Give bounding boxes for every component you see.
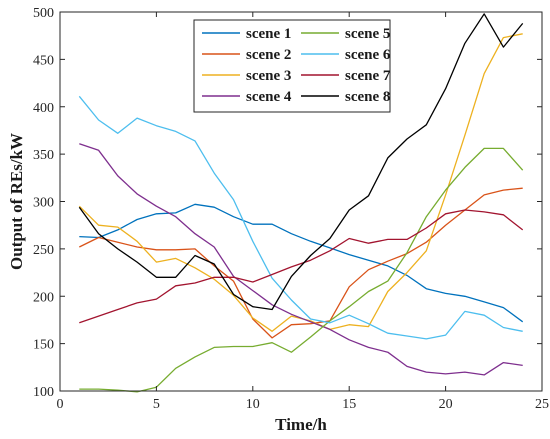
legend-label-4: scene 4 bbox=[246, 89, 292, 105]
legend-label-1: scene 1 bbox=[246, 26, 291, 42]
series-line-2 bbox=[79, 187, 523, 339]
y-tick-label: 300 bbox=[33, 196, 54, 211]
legend-label-7: scene 7 bbox=[345, 68, 391, 84]
y-axis-label: Output of REs/kW bbox=[7, 133, 26, 270]
series-layer bbox=[78, 13, 524, 393]
y-tick-label: 250 bbox=[33, 243, 54, 258]
y-tick-label: 200 bbox=[33, 290, 54, 305]
y-tick-label: 350 bbox=[33, 148, 54, 163]
x-tick-label: 20 bbox=[439, 397, 453, 412]
legend: scene 1 scene 2 scene 3 scene 4 scene 5 scene… bbox=[193, 19, 391, 113]
legend-label-5: scene 5 bbox=[345, 26, 390, 42]
legend-label-2: scene 2 bbox=[246, 47, 291, 63]
legend-label-6: scene 6 bbox=[345, 47, 391, 63]
y-tick-label: 500 bbox=[33, 6, 54, 21]
series-line-8 bbox=[78, 13, 524, 311]
x-tick-label: 25 bbox=[535, 397, 549, 412]
y-tick-label: 400 bbox=[33, 101, 54, 116]
legend-label-3: scene 3 bbox=[246, 68, 291, 84]
y-tick-label: 450 bbox=[33, 53, 54, 68]
y-tick-label: 150 bbox=[33, 338, 54, 353]
y-tick-label: 100 bbox=[33, 385, 54, 400]
x-axis-label: Time/h bbox=[275, 415, 327, 434]
x-tick-label: 0 bbox=[57, 397, 64, 412]
tick-layer: 0 5 10 15 20 25 100 150 200 250 300 350 400 450 500 bbox=[33, 6, 549, 412]
legend-label-8: scene 8 bbox=[345, 89, 390, 105]
series-line-5 bbox=[79, 147, 524, 393]
x-tick-label: 5 bbox=[153, 397, 160, 412]
x-tick-label: 10 bbox=[246, 397, 260, 412]
series-line-4 bbox=[79, 143, 523, 376]
x-tick-label: 15 bbox=[342, 397, 356, 412]
series-line-6 bbox=[78, 95, 523, 340]
series-line-1 bbox=[79, 203, 524, 323]
series-line-7 bbox=[79, 209, 524, 324]
